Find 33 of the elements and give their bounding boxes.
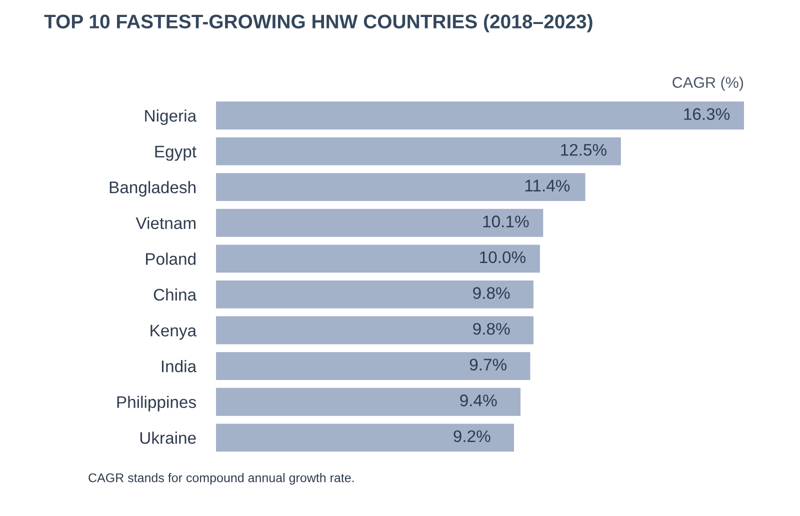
bar	[216, 244, 540, 273]
y-tick-label: India	[162, 360, 197, 372]
y-tick-label: Kenya	[150, 324, 197, 340]
bar	[216, 316, 534, 344]
data-label: 16.3%	[684, 108, 730, 120]
y-tick-label: Bangladesh	[110, 181, 196, 197]
bar	[216, 173, 586, 202]
bar	[216, 208, 544, 237]
bar	[216, 137, 621, 166]
bar	[216, 388, 520, 416]
data-label: 11.4%	[525, 180, 570, 192]
y-tick-label: Philippines	[117, 396, 196, 412]
data-label: 9.2%	[454, 430, 490, 442]
data-label: 9.4%	[460, 394, 497, 406]
y-tick-label: Poland	[146, 252, 196, 265]
data-label: 10.0%	[480, 251, 526, 264]
y-tick-label: China	[154, 288, 197, 301]
y-tick-label: Nigeria	[145, 109, 197, 125]
y-tick-label: Ukraine	[140, 432, 196, 444]
data-label: 9.8%	[473, 287, 510, 299]
data-label: 12.5%	[561, 144, 606, 156]
text: CAGR stands for compound annual growth rate.	[88, 473, 354, 485]
bar	[216, 352, 530, 380]
bar	[216, 424, 514, 452]
data-label: 9.7%	[470, 358, 506, 371]
x-axis-title: CAGR (%)	[672, 76, 744, 91]
y-tick-label: Egypt	[155, 146, 196, 161]
y-tick-label: Vietnam	[136, 216, 196, 230]
data-label: 10.1%	[483, 216, 529, 228]
data-label: 9.8%	[473, 322, 510, 335]
chart-title: TOP 10 FASTEST-GROWING HNW COUNTRIES (2018–2023)	[44, 14, 592, 32]
bar	[216, 102, 744, 130]
bar	[216, 280, 534, 308]
